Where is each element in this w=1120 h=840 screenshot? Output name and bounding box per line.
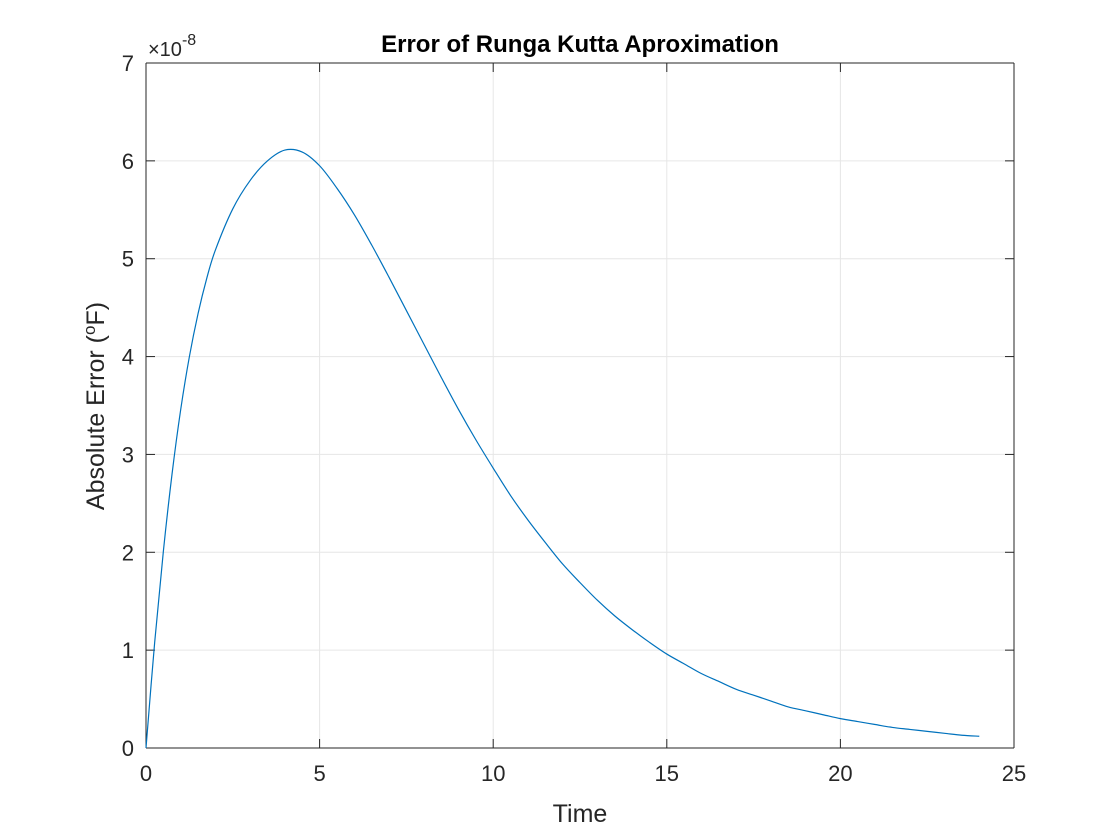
y-tick-label: 7 <box>122 51 134 76</box>
x-tick-label: 15 <box>655 761 679 786</box>
y-multiplier-exponent: -8 <box>182 32 196 49</box>
y-tick-label: 2 <box>122 540 134 565</box>
y-multiplier-base: ×10 <box>148 39 182 61</box>
y-tick-label: 5 <box>122 247 134 272</box>
labels-layer: 0 5 10 15 20 25 0 1 2 3 4 5 6 7 <box>122 51 1026 786</box>
y-axis-label-suffix: F) <box>82 302 110 326</box>
chart-title: Error of Runga Kutta Aproximation <box>381 31 779 58</box>
y-multiplier: ×10-8 <box>148 32 196 61</box>
y-tick-label: 3 <box>122 442 134 467</box>
y-tick-label: 1 <box>122 638 134 663</box>
y-tick-label: 4 <box>122 345 134 370</box>
x-axis-label: Time <box>553 800 608 828</box>
series-layer <box>145 148 980 749</box>
y-axis-label-degree: o <box>80 326 99 335</box>
series-line <box>145 148 980 749</box>
x-tick-label: 10 <box>481 761 505 786</box>
y-axis-label: Absolute Error (oF) <box>80 302 110 510</box>
x-tick-label: 5 <box>313 761 325 786</box>
plot-area-background <box>146 63 1014 748</box>
y-axis-label-prefix: Absolute Error ( <box>82 334 110 510</box>
grid-layer <box>146 63 1014 748</box>
x-tick-label: 20 <box>828 761 852 786</box>
y-tick-label: 6 <box>122 149 134 174</box>
axes-layer <box>145 62 1015 749</box>
y-tick-label: 0 <box>122 736 134 761</box>
x-tick-label: 25 <box>1002 761 1026 786</box>
x-tick-label: 0 <box>140 761 152 786</box>
